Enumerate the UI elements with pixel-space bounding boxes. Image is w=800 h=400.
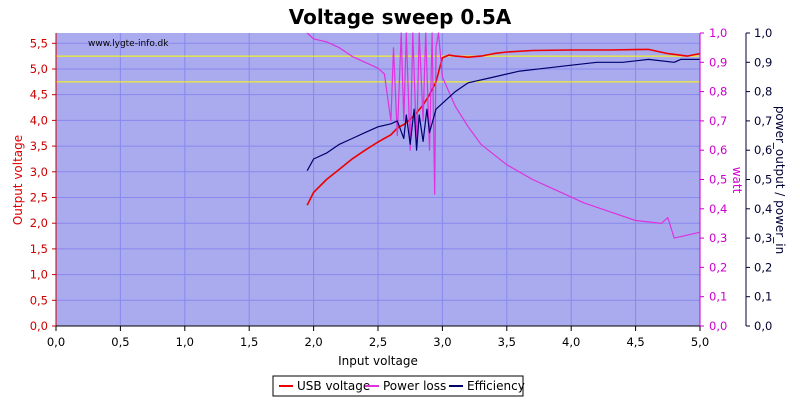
y-left-tick-label: 0,0 [30, 319, 48, 333]
y-left-tick-label: 4,5 [30, 88, 48, 102]
y-right-watt-tick-label: 0,2 [709, 260, 727, 274]
x-axis-label: Input voltage [338, 354, 418, 368]
x-tick-label: 3,0 [433, 335, 451, 349]
y-right-watt-tick-label: 0,3 [709, 231, 727, 245]
y-right-watt-tick-label: 0,8 [709, 85, 727, 99]
y-left-tick-label: 1,5 [30, 242, 48, 256]
legend-label-usb-voltage: USB voltage [297, 379, 370, 393]
y-right-watt-tick-label: 0,1 [709, 290, 727, 304]
legend-label-efficiency: Efficiency [467, 379, 525, 393]
x-tick-label: 4,0 [562, 335, 580, 349]
x-tick-label: 5,0 [691, 335, 709, 349]
y-left-axis-label: Output voltage [11, 135, 25, 225]
y-right-efficiency-tick-label: 0,8 [754, 85, 772, 99]
x-tick-label: 2,5 [369, 335, 387, 349]
y-left-tick-label: 3,0 [30, 165, 48, 179]
legend-label-power-loss: Power loss [383, 379, 446, 393]
chart-title: Voltage sweep 0.5A [289, 5, 512, 29]
y-right-axis-label-efficiency: power_output / power_in [773, 106, 787, 254]
y-right-watt-tick-label: 0,4 [709, 202, 727, 216]
efficiency-line [306, 58, 700, 171]
y-right-watt-tick-label: 0,5 [709, 173, 727, 187]
y-right-efficiency-tick-label: 0,1 [754, 290, 772, 304]
y-right-efficiency-tick-label: 0,2 [754, 260, 772, 274]
y-right-efficiency-tick-label: 0,9 [754, 55, 772, 69]
y-right-efficiency-tick-label: 0,6 [754, 143, 772, 157]
y-left-tick-label: 5,0 [30, 62, 48, 76]
y-right-efficiency-tick-label: 0,3 [754, 231, 772, 245]
x-tick-label: 1,5 [240, 335, 258, 349]
y-right-watt-tick-label: 1,0 [709, 26, 727, 40]
x-tick-label: 3,5 [498, 335, 516, 349]
y-left-tick-label: 0,5 [30, 293, 48, 307]
y-right-efficiency-tick-label: 0,5 [754, 173, 772, 187]
x-tick-label: 2,0 [304, 335, 322, 349]
power-loss-line [306, 32, 701, 239]
legend: USB voltage Power loss Efficiency [272, 375, 525, 397]
y-right-efficiency-tick-label: 1,0 [754, 26, 772, 40]
y-right-axis-label-watt: watt [730, 167, 744, 194]
y-left-tick-label: 1,0 [30, 268, 48, 282]
y-left-tick-label: 3,5 [30, 139, 48, 153]
y-right-watt-tick-label: 0,0 [709, 319, 727, 333]
x-tick-label: 0,0 [47, 335, 65, 349]
y-right-efficiency-tick-label: 0,0 [754, 319, 772, 333]
x-tick-label: 0,5 [111, 335, 129, 349]
x-tick-label: 4,5 [626, 335, 644, 349]
y-right-efficiency-tick-label: 0,7 [754, 114, 772, 128]
legend-box [272, 375, 524, 397]
y-right-efficiency-tick-label: 0,4 [754, 202, 772, 216]
y-left-tick-label: 5,5 [30, 36, 48, 50]
y-left-tick-label: 2,0 [30, 216, 48, 230]
watermark: www.lygte-info.dk [88, 39, 169, 49]
y-right-watt-tick-label: 0,9 [709, 55, 727, 69]
y-right-watt-tick-label: 0,7 [709, 114, 727, 128]
x-tick-label: 1,0 [176, 335, 194, 349]
y-left-tick-label: 4,0 [30, 113, 48, 127]
y-right-watt-tick-label: 0,6 [709, 143, 727, 157]
y-left-tick-label: 2,5 [30, 190, 48, 204]
